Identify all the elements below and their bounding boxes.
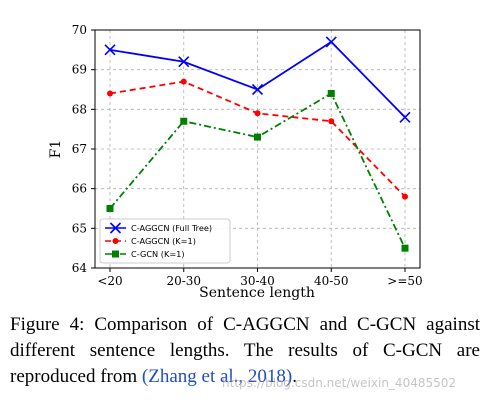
y-tick-label: 64 (72, 261, 88, 275)
citation-link[interactable]: (Zhang et al., 2018) (141, 366, 293, 387)
data-point (180, 117, 188, 125)
legend-entry: C-GCN (K=1) (105, 249, 185, 259)
watermark: https://blog.csdn.net/weixin_40485502 (222, 376, 457, 390)
x-tick-label: 30-40 (240, 274, 275, 288)
y-tick-label: 68 (72, 102, 87, 116)
series-1 (104, 36, 411, 123)
data-point (106, 205, 114, 212)
figure-caption: Figure 4: Comparison of C-AGGCN and C-GC… (10, 312, 480, 390)
x-tick-label: >=50 (387, 274, 422, 288)
data-point (180, 78, 187, 85)
legend-label: C-AGGCN (Full Tree) (131, 223, 212, 233)
legend-entry: C-AGGCN (K=1) (105, 236, 196, 246)
x-tick-label: 40-50 (314, 274, 349, 288)
data-point (104, 44, 116, 56)
data-point (254, 110, 261, 117)
data-point (178, 56, 190, 68)
line-chart: 64 65 66 67 68 69 70 <20 20-30 30-40 40-50 >=50 F1… (48, 23, 423, 301)
data-point (399, 111, 411, 123)
data-point (402, 193, 408, 200)
series-3 (106, 89, 409, 252)
x-tick-label: 20-30 (166, 274, 201, 288)
data-point (328, 118, 335, 125)
data-point (401, 244, 409, 252)
caption-text: Figure 4: Comparison of C-AGGCN and C-GC… (10, 314, 480, 387)
legend-label: C-AGGCN (K=1) (131, 236, 196, 246)
legend: C-AGGCN (Full Tree) C-AGGCN (K=1) C-GCN (K… (99, 218, 231, 264)
y-axis-label: F1 (48, 140, 64, 159)
y-tick-label: 67 (72, 142, 87, 156)
y-tick-label: 70 (72, 23, 87, 37)
legend-label: C-GCN (K=1) (131, 249, 185, 259)
y-tick-label: 65 (72, 221, 87, 235)
data-point (325, 36, 337, 48)
legend-marker (112, 250, 119, 258)
data-point (254, 133, 261, 141)
data-point (327, 89, 335, 97)
x-tick-label: <20 (97, 274, 122, 288)
data-point (251, 83, 264, 96)
series-group (104, 36, 411, 252)
data-point (107, 90, 113, 97)
y-axis: 64 65 66 67 68 69 70 (72, 23, 95, 275)
legend-box (99, 218, 231, 264)
x-axis-label: Sentence length (199, 285, 315, 301)
legend-marker (112, 238, 119, 244)
legend-marker (109, 222, 122, 234)
y-tick-label: 69 (72, 63, 87, 77)
series-line (109, 92, 406, 249)
caption-end: . (292, 366, 298, 387)
x-axis: <20 20-30 30-40 40-50 >=50 (97, 268, 423, 288)
y-tick-label: 66 (72, 182, 87, 196)
legend-entry: C-AGGCN (Full Tree) (105, 222, 212, 234)
